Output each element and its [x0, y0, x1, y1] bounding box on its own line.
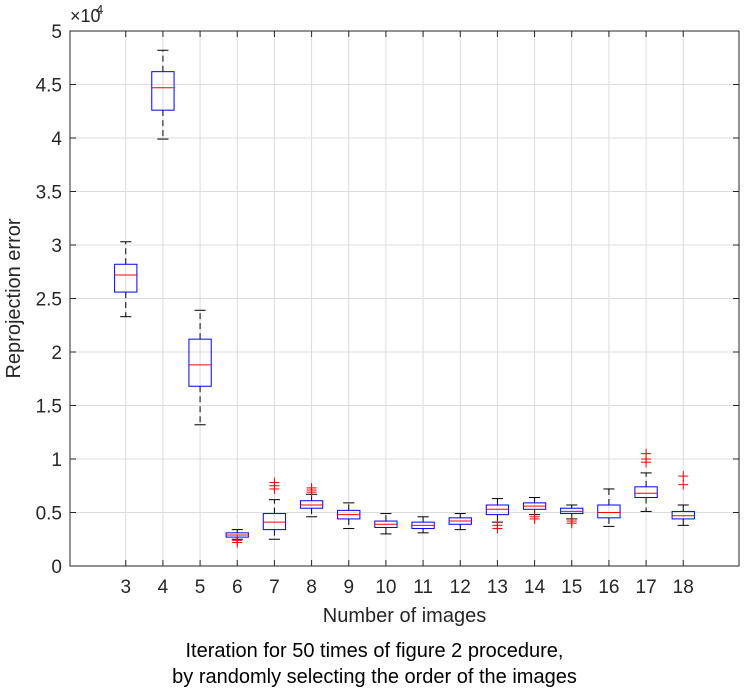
- x-tick-label: 6: [232, 577, 243, 598]
- box-6: [225, 529, 249, 548]
- y-tick-label: 0: [51, 557, 62, 578]
- x-axis-label: Number of images: [323, 605, 486, 627]
- y-tick-label: 3.5: [36, 183, 62, 204]
- x-tick-label: 12: [450, 577, 471, 598]
- box-8: [299, 482, 324, 518]
- caption-line-1: Iteration for 50 times of figure 2 proce…: [185, 640, 564, 662]
- outlier-marker: [306, 482, 317, 493]
- box-10: [374, 513, 398, 535]
- x-tick-label: 15: [561, 577, 582, 598]
- box-5: [188, 309, 212, 426]
- y-tick-label: 4: [51, 129, 62, 150]
- y-tick-label: 2.5: [36, 290, 62, 311]
- box-17: [634, 448, 658, 512]
- iqr-box: [262, 513, 287, 531]
- x-tick-label: 14: [524, 577, 546, 598]
- caption-line-2: by randomly selecting the order of the i…: [172, 666, 577, 688]
- outlier-marker: [678, 471, 689, 482]
- outlier-marker: [641, 448, 652, 459]
- iqr-box: [188, 338, 212, 387]
- x-tick-label: 11: [413, 577, 433, 598]
- y-tick-label: 5: [51, 22, 62, 43]
- x-tick-label: 13: [487, 577, 508, 598]
- grid-lines: [70, 30, 739, 567]
- x-tick-label: 10: [375, 577, 396, 598]
- outlier-marker: [492, 520, 503, 531]
- iqr-box: [671, 510, 695, 520]
- x-tick-label: 4: [158, 577, 169, 598]
- box-11: [411, 516, 435, 534]
- iqr-box: [485, 504, 510, 516]
- y-axis-multiplier-exponent: 4: [96, 2, 103, 17]
- x-tick-label: 16: [598, 577, 619, 598]
- outlier-marker: [566, 516, 577, 527]
- outlier-marker: [232, 535, 243, 546]
- iqr-box: [114, 263, 138, 293]
- axis-ticks: 0 0.5 1 1.5 2 2.5 3 3.5 4 4.5 5 3 4 5 6 7 8 9 10 11 12 13 14 15…: [36, 22, 739, 598]
- iqr-box: [634, 486, 658, 499]
- box-3: [114, 241, 138, 318]
- iqr-box: [151, 71, 175, 111]
- x-tick-label: 9: [343, 577, 354, 598]
- x-tick-label: 8: [306, 577, 317, 598]
- x-tick-label: 7: [269, 577, 280, 598]
- boxes: [114, 49, 695, 548]
- box-9: [337, 502, 361, 530]
- iqr-box: [299, 500, 324, 509]
- box-18: [671, 471, 695, 526]
- box-7: [262, 477, 287, 540]
- y-tick-label: 3: [51, 236, 62, 257]
- x-tick-label: 5: [195, 577, 206, 598]
- box-15: [560, 504, 584, 529]
- box-4: [151, 49, 175, 140]
- y-tick-label: 1.5: [36, 397, 62, 418]
- y-tick-label: 2: [51, 343, 62, 364]
- box-14: [522, 497, 547, 524]
- y-axis-multiplier: ×10: [70, 6, 101, 26]
- x-tick-label: 18: [673, 577, 694, 598]
- iqr-box: [597, 504, 621, 519]
- box-12: [448, 513, 472, 531]
- outlier-marker: [529, 511, 540, 522]
- box-13: [485, 498, 510, 534]
- y-tick-label: 1: [51, 450, 62, 471]
- y-axis-label: Reprojection error: [3, 218, 25, 378]
- x-tick-label: 3: [120, 577, 131, 598]
- box-plot-chart: 0 0.5 1 1.5 2 2.5 3 3.5 4 4.5 5 3 4 5 6 7 8 9 10 11 12 13 14 15…: [3, 2, 740, 627]
- y-tick-label: 4.5: [36, 76, 62, 97]
- x-tick-label: 17: [636, 577, 657, 598]
- box-16: [597, 488, 621, 527]
- outlier-marker: [678, 479, 689, 490]
- outlier-marker: [269, 477, 280, 488]
- figure-caption: Iteration for 50 times of figure 2 proce…: [0, 638, 749, 690]
- y-tick-label: 0.5: [36, 504, 62, 525]
- iqr-box: [560, 507, 584, 515]
